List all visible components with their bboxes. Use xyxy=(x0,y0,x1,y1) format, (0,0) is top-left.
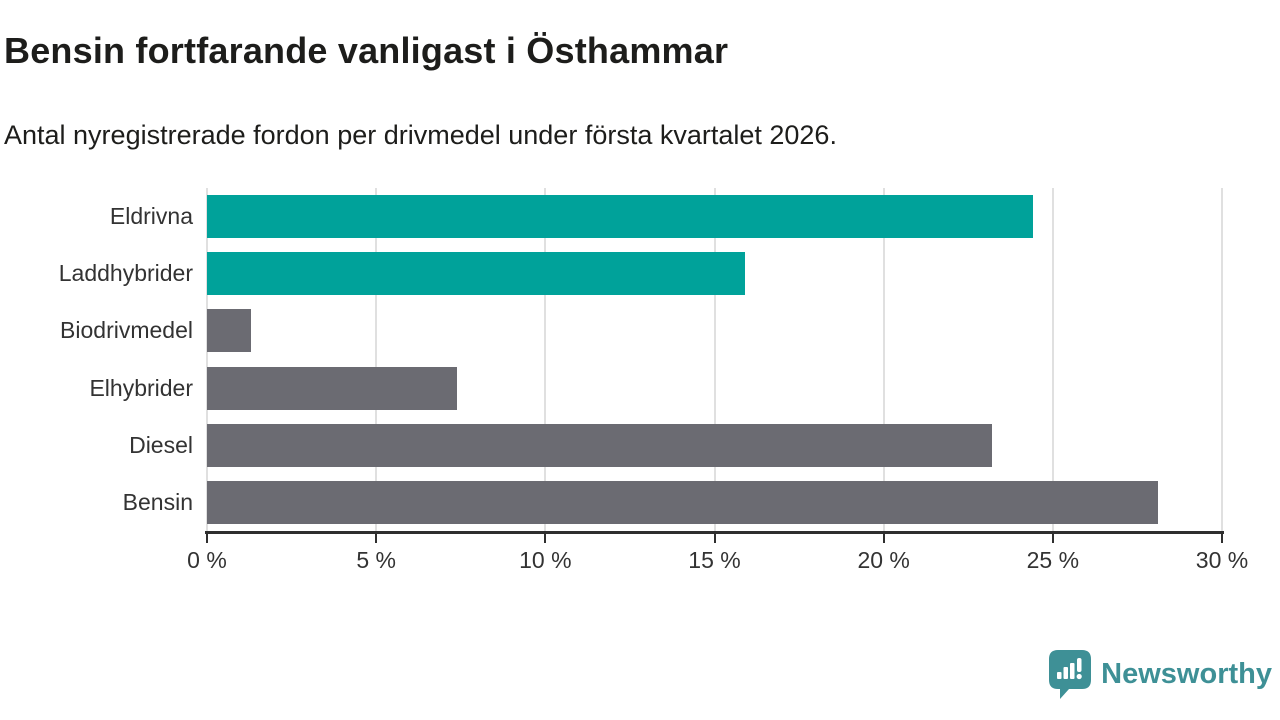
category-label: Elhybrider xyxy=(89,374,193,401)
category-label: Biodrivmedel xyxy=(60,317,193,344)
chart-row: Biodrivmedel xyxy=(0,302,1222,359)
chart-row: Diesel xyxy=(0,417,1222,474)
x-axis-tick xyxy=(882,533,885,543)
bar-biodrivmedel xyxy=(207,309,251,353)
category-label: Eldrivna xyxy=(109,203,193,230)
bar-diesel xyxy=(207,423,992,467)
x-axis-tick xyxy=(544,533,547,543)
x-axis-line xyxy=(205,530,1224,534)
gridline xyxy=(1221,188,1223,531)
page-title: Bensin fortfarande vanligast i Östhammar xyxy=(4,30,729,71)
chart-row: Eldrivna xyxy=(0,188,1222,245)
chart-subtitle: Antal nyregistrerade fordon per drivmede… xyxy=(4,120,837,150)
x-axis-tick xyxy=(713,533,716,543)
bar-track xyxy=(207,195,1222,239)
chart-row: Bensin xyxy=(0,474,1222,531)
x-tick-label: 10 % xyxy=(519,546,572,573)
bar-laddhybrider xyxy=(207,252,745,296)
x-axis-tickmarks xyxy=(206,533,1223,543)
chart-rows: Eldrivna Laddhybrider Biodrivmedel Elhybrid… xyxy=(0,188,1222,531)
gridline xyxy=(544,188,547,531)
x-axis-tick xyxy=(375,533,378,543)
newsworthy-bubble-chart-icon xyxy=(1046,648,1092,700)
category-label: Diesel xyxy=(129,431,193,458)
newsworthy-logo: Newsworthy xyxy=(1046,648,1272,700)
gridlines xyxy=(206,188,1223,531)
gridline xyxy=(206,188,208,531)
category-label: Bensin xyxy=(122,488,193,515)
chart-row: Elhybrider xyxy=(0,359,1222,416)
bar-track xyxy=(207,480,1222,524)
bar-chart: Eldrivna Laddhybrider Biodrivmedel Elhybrid… xyxy=(0,188,1280,579)
chart-row: Laddhybrider xyxy=(0,245,1222,302)
bar-track xyxy=(207,366,1222,410)
x-tick-label: 0 % xyxy=(187,546,227,573)
gridline xyxy=(882,188,885,531)
bar-eldrivna xyxy=(207,195,1033,239)
gridline xyxy=(713,188,716,531)
bar-track xyxy=(207,423,1222,467)
bar-bensin xyxy=(207,480,1158,524)
x-tick-label: 30 % xyxy=(1195,546,1249,573)
gridline xyxy=(1051,188,1054,531)
bar-track xyxy=(207,309,1222,353)
x-tick-label: 25 % xyxy=(1026,546,1080,573)
newsworthy-logo-text: Newsworthy xyxy=(1101,657,1272,690)
bar-elhybrider xyxy=(207,366,458,410)
x-axis-tick xyxy=(1221,533,1223,543)
bar-track xyxy=(207,252,1222,296)
plot-area: Eldrivna Laddhybrider Biodrivmedel Elhybrid… xyxy=(0,188,1248,579)
x-tick-label: 20 % xyxy=(857,546,910,573)
x-axis-tick xyxy=(206,533,208,543)
x-axis-tick-labels: 0 % 5 % 10 % 15 % 20 % 25 % 30 % xyxy=(187,546,1248,579)
x-tick-label: 5 % xyxy=(356,546,396,573)
x-axis-tick xyxy=(1051,533,1054,543)
gridline xyxy=(375,188,378,531)
category-label: Laddhybrider xyxy=(58,260,193,287)
x-tick-label: 15 % xyxy=(688,546,741,573)
